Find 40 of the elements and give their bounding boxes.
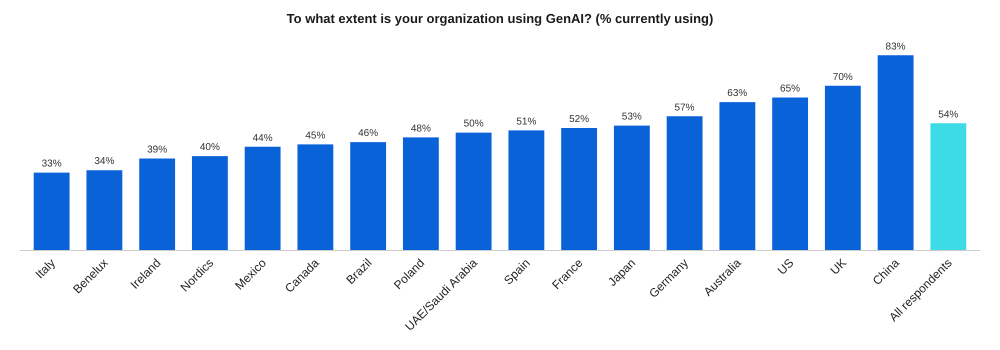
- bar: [402, 137, 439, 250]
- bar: [824, 86, 861, 250]
- bar: [192, 156, 228, 250]
- data-label: 45%: [305, 130, 326, 142]
- data-label: 51%: [516, 116, 536, 128]
- x-tick-label: UK: [828, 256, 850, 278]
- bar: [508, 130, 544, 250]
- data-label: 57%: [674, 102, 695, 114]
- bar: [666, 116, 703, 250]
- bar: [772, 97, 808, 250]
- bar: [930, 123, 966, 250]
- bar: [86, 170, 122, 250]
- data-label: 48%: [410, 123, 431, 134]
- bar: [614, 126, 650, 250]
- data-label: 54%: [938, 109, 958, 120]
- data-label: 52%: [569, 114, 590, 125]
- data-label: 70%: [832, 72, 853, 83]
- bar: [878, 55, 914, 250]
- bar: [139, 158, 176, 250]
- data-label: 65%: [780, 83, 800, 94]
- chart-title: To what extent is your organization using GenAI? (% currently using): [286, 11, 714, 26]
- bar: [34, 172, 70, 250]
- data-label: 53%: [622, 112, 642, 123]
- data-label: 50%: [464, 118, 484, 130]
- bar: [297, 144, 334, 250]
- x-tick-label: US: [774, 256, 796, 278]
- x-tick-label: Italy: [32, 256, 58, 282]
- data-label: 46%: [358, 128, 378, 140]
- data-label: 33%: [42, 158, 62, 170]
- data-label: 44%: [252, 132, 273, 144]
- bar: [719, 102, 756, 250]
- bar: [561, 128, 598, 250]
- data-label: 83%: [886, 41, 906, 52]
- data-label: 39%: [147, 144, 168, 156]
- data-label: 34%: [94, 156, 114, 168]
- data-label: 40%: [200, 142, 220, 154]
- data-label: 63%: [727, 88, 748, 100]
- bar: [350, 142, 386, 250]
- bar: [244, 146, 281, 250]
- bar: [456, 132, 492, 250]
